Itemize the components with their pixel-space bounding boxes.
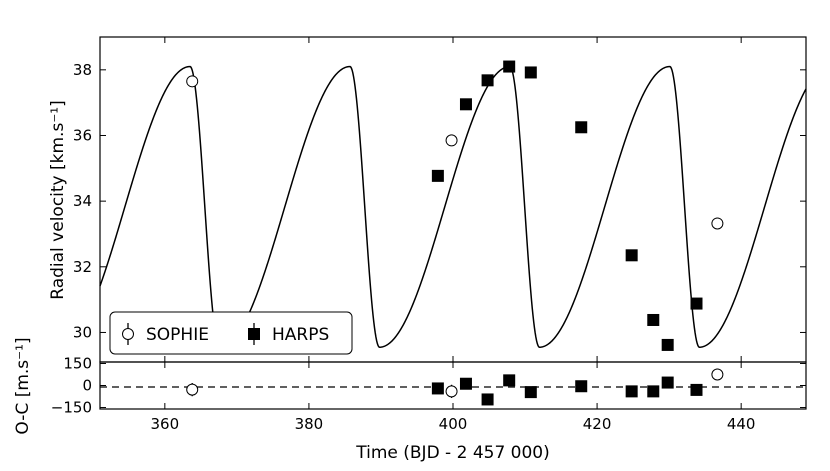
legend-sophie-label: SOPHIE bbox=[146, 325, 209, 345]
legend-harps-label: HARPS bbox=[272, 325, 329, 345]
main-data-points bbox=[186, 60, 724, 351]
oc-harps-point-9 bbox=[690, 383, 703, 396]
rv-harps-point-7 bbox=[647, 313, 660, 326]
legend-sophie-marker bbox=[122, 328, 134, 340]
rv-sophie-point-2 bbox=[711, 217, 724, 230]
res-ytick-label-1: 0 bbox=[82, 377, 92, 395]
residual-y-axis-label: O-C [m.s⁻¹] bbox=[13, 337, 33, 434]
residual-panel: 360 380 400 420 440 −150 0 150 bbox=[51, 354, 807, 433]
x-tick-label-1: 380 bbox=[295, 415, 324, 433]
oc-harps-point-2 bbox=[481, 393, 494, 406]
legend-box bbox=[109, 311, 353, 355]
res-ytick-label-2: 150 bbox=[63, 354, 92, 372]
oc-sophie-point-0 bbox=[186, 383, 199, 396]
oc-harps-point-1 bbox=[459, 377, 472, 390]
rv-harps-point-2 bbox=[481, 74, 494, 87]
rv-harps-point-0 bbox=[431, 169, 444, 182]
res-ytick-label-0: −150 bbox=[51, 399, 92, 417]
main-panel: 30 32 34 36 38 bbox=[73, 36, 807, 363]
oc-harps-point-0 bbox=[431, 382, 444, 395]
x-tick-label-4: 440 bbox=[727, 415, 756, 433]
oc-harps-point-8 bbox=[661, 376, 674, 389]
legend-harps-marker bbox=[248, 328, 260, 340]
rv-harps-point-1 bbox=[459, 98, 472, 111]
main-ticks: 30 32 34 36 38 bbox=[73, 37, 806, 362]
main-ytick-label-2: 34 bbox=[73, 192, 92, 210]
rv-harps-point-3 bbox=[503, 60, 516, 73]
rv-harps-point-9 bbox=[690, 297, 703, 310]
legend: SOPHIE HARPS bbox=[109, 311, 353, 355]
oc-harps-point-5 bbox=[575, 380, 588, 393]
main-ytick-label-1: 32 bbox=[73, 258, 92, 276]
x-tick-label-2: 400 bbox=[439, 415, 468, 433]
rv-sophie-point-0 bbox=[186, 75, 199, 88]
residual-data-points bbox=[186, 368, 724, 406]
oc-sophie-point-2 bbox=[711, 368, 724, 381]
residual-plot-frame bbox=[99, 361, 807, 410]
main-ytick-label-0: 30 bbox=[73, 323, 92, 341]
oc-harps-point-3 bbox=[503, 374, 516, 387]
rv-harps-point-6 bbox=[625, 249, 638, 262]
oc-harps-point-4 bbox=[524, 386, 537, 399]
legend-items: SOPHIE HARPS bbox=[122, 323, 329, 345]
x-axis-label: Time (BJD - 2 457 000) bbox=[355, 443, 550, 463]
x-tick-label-3: 420 bbox=[583, 415, 612, 433]
oc-harps-point-6 bbox=[625, 385, 638, 398]
x-tick-label-0: 360 bbox=[151, 415, 180, 433]
rv-harps-point-5 bbox=[575, 121, 588, 134]
oc-harps-point-7 bbox=[647, 385, 660, 398]
main-ytick-label-3: 36 bbox=[73, 126, 92, 144]
rv-sophie-point-1 bbox=[445, 134, 458, 147]
main-ytick-label-4: 38 bbox=[73, 61, 92, 79]
main-y-axis-label: Radial velocity [km.s⁻¹] bbox=[48, 100, 68, 299]
oc-sophie-point-1 bbox=[445, 385, 458, 398]
rv-harps-point-4 bbox=[524, 66, 537, 79]
rv-harps-point-8 bbox=[661, 338, 674, 351]
residual-ticks: 360 380 400 420 440 −150 0 150 bbox=[51, 354, 806, 433]
